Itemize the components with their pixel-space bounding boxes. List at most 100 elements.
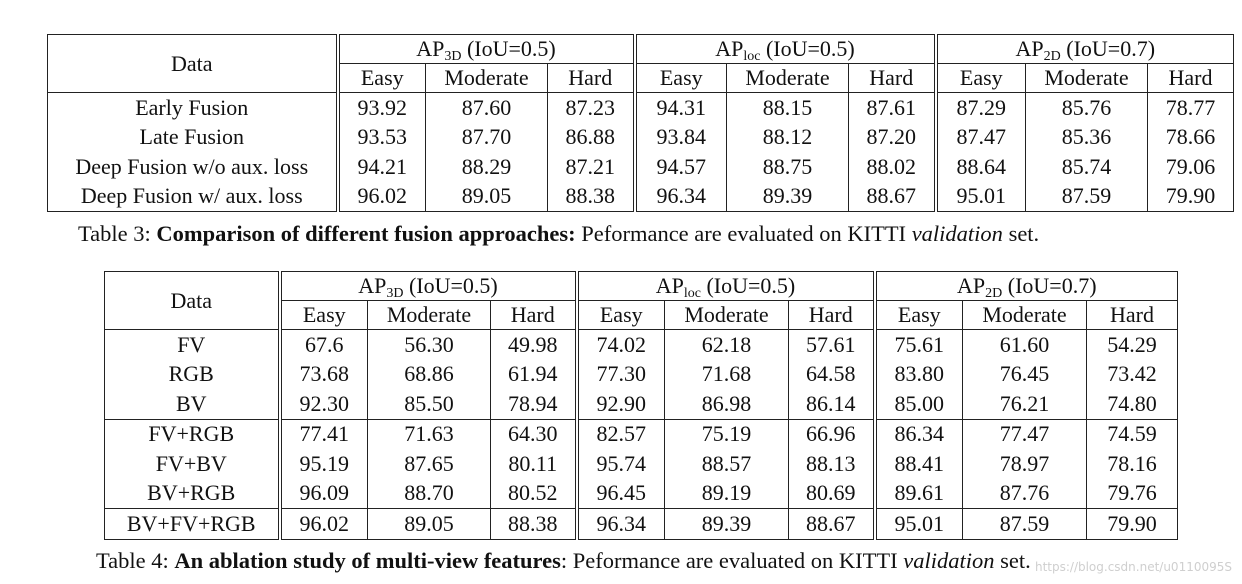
caption-suffix: set. [994, 548, 1031, 573]
difficulty-header: Hard [490, 300, 577, 330]
metric-label: AP [416, 36, 445, 61]
score-cell: 96.02 [277, 508, 368, 540]
table-row: BV+RGB 96.09 88.70 80.52 96.45 89.19 80.69 89.6… [104, 478, 1179, 509]
score-cell: 87.61 [847, 92, 936, 123]
score-cell: 88.38 [547, 181, 635, 212]
row-method-name: FV [104, 329, 280, 360]
difficulty-header: Hard [1147, 63, 1235, 93]
row-method-name: BV+RGB [104, 478, 280, 509]
score-cell: 85.00 [872, 389, 963, 419]
score-cell: 87.21 [547, 152, 635, 182]
score-cell: 87.60 [425, 92, 548, 123]
difficulty-header: Easy [632, 63, 727, 93]
score-cell: 76.21 [962, 389, 1087, 419]
watermark-text: https://blog.csdn.net/u0110095S [1034, 560, 1232, 574]
score-cell: 96.45 [574, 478, 665, 509]
metric-group-header: APloc (IoU=0.5) [632, 34, 936, 64]
metric-group-header: APloc (IoU=0.5) [574, 271, 875, 301]
score-cell: 78.97 [962, 449, 1087, 479]
score-cell: 66.96 [787, 418, 875, 449]
score-cell: 87.59 [1025, 181, 1148, 212]
difficulty-header: Hard [847, 63, 936, 93]
caption-middle: Peformance are evaluated on KITTI [575, 221, 912, 246]
difficulty-header: Moderate [962, 300, 1087, 330]
score-cell: 88.12 [726, 122, 849, 152]
difficulty-header: Moderate [664, 300, 789, 330]
score-cell: 49.98 [490, 329, 577, 360]
score-cell: 78.16 [1086, 449, 1179, 479]
metric-subscript: 3D [386, 286, 404, 301]
score-cell: 64.30 [490, 418, 577, 449]
table-row: Late Fusion 93.53 87.70 86.88 93.84 88.12 87.2… [47, 122, 1235, 152]
score-cell: 78.66 [1147, 122, 1235, 152]
score-cell: 87.23 [547, 92, 635, 123]
score-cell: 78.94 [490, 389, 577, 419]
score-cell: 89.39 [726, 181, 849, 212]
difficulty-header: Easy [872, 300, 963, 330]
difficulty-header: Easy [933, 63, 1026, 93]
score-cell: 67.6 [277, 329, 368, 360]
row-method-name: Late Fusion [47, 122, 338, 152]
table-row: BV 92.30 85.50 78.94 92.90 86.98 86.14 85.00 76.… [104, 389, 1179, 419]
score-cell: 88.13 [787, 449, 875, 479]
score-cell: 71.63 [367, 418, 491, 449]
table-4-caption: Table 4: An ablation study of multi-view… [96, 548, 1031, 573]
metric-label: AP [655, 273, 684, 298]
difficulty-header: Moderate [1025, 63, 1148, 93]
score-cell: 96.34 [632, 181, 727, 212]
score-cell: 83.80 [872, 359, 963, 389]
metric-iou: (IoU=0.7) [1002, 273, 1097, 298]
score-cell: 74.59 [1086, 418, 1179, 449]
score-cell: 92.30 [277, 389, 368, 419]
score-cell: 77.47 [962, 418, 1087, 449]
difficulty-header: Easy [574, 300, 665, 330]
metric-group-header: AP2D (IoU=0.7) [872, 271, 1179, 301]
score-cell: 88.29 [425, 152, 548, 182]
score-cell: 88.70 [367, 478, 491, 509]
metric-iou: (IoU=0.5) [461, 36, 556, 61]
table-row: FV+RGB 77.41 71.63 64.30 82.57 75.19 66.96 86.3… [104, 418, 1179, 449]
score-cell: 87.76 [962, 478, 1087, 509]
score-cell: 64.58 [787, 359, 875, 389]
score-cell: 57.61 [787, 329, 875, 360]
metric-subscript: 2D [985, 286, 1003, 301]
score-cell: 86.98 [664, 389, 789, 419]
score-cell: 88.38 [490, 508, 577, 540]
score-cell: 95.01 [933, 181, 1026, 212]
score-cell: 88.57 [664, 449, 789, 479]
score-cell: 94.57 [632, 152, 727, 182]
score-cell: 89.19 [664, 478, 789, 509]
score-cell: 73.68 [277, 359, 368, 389]
score-cell: 93.84 [632, 122, 727, 152]
row-method-name: BV+FV+RGB [104, 508, 280, 540]
difficulty-header: Moderate [425, 63, 548, 93]
metric-label: AP [957, 273, 986, 298]
caption-middle: : Peformance are evaluated on KITTI [560, 548, 904, 573]
score-cell: 86.34 [872, 418, 963, 449]
score-cell: 89.39 [664, 508, 789, 540]
score-cell: 88.64 [933, 152, 1026, 182]
metric-iou: (IoU=0.7) [1060, 36, 1156, 61]
metric-group-header: AP3D (IoU=0.5) [335, 34, 635, 64]
score-cell: 85.36 [1025, 122, 1148, 152]
score-cell: 80.69 [787, 478, 875, 509]
score-cell: 68.86 [367, 359, 491, 389]
score-cell: 61.60 [962, 329, 1087, 360]
score-cell: 88.02 [847, 152, 936, 182]
difficulty-header: Hard [787, 300, 875, 330]
score-cell: 75.61 [872, 329, 963, 360]
caption-prefix: Table 3: [78, 221, 157, 246]
score-cell: 80.11 [490, 449, 577, 479]
score-cell: 89.05 [425, 181, 548, 212]
score-cell: 96.34 [574, 508, 665, 540]
table-row: FV 67.6 56.30 49.98 74.02 62.18 57.61 75.61 61.6… [104, 329, 1179, 360]
data-column-header: Data [47, 34, 338, 93]
score-cell: 79.06 [1147, 152, 1235, 182]
score-cell: 87.70 [425, 122, 548, 152]
score-cell: 85.50 [367, 389, 491, 419]
metric-subscript: 3D [444, 49, 462, 64]
row-method-name: Early Fusion [47, 92, 338, 123]
score-cell: 56.30 [367, 329, 491, 360]
table-row: RGB 73.68 68.86 61.94 77.30 71.68 64.58 83.80 76… [104, 359, 1179, 389]
score-cell: 79.90 [1147, 181, 1235, 212]
